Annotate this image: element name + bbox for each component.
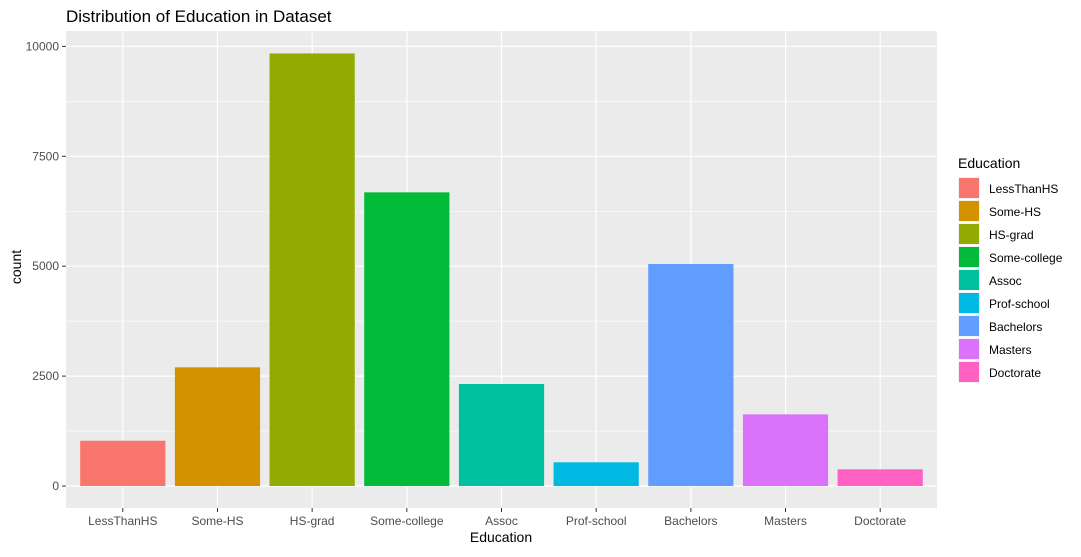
legend-label: HS-grad bbox=[989, 228, 1034, 242]
x-tick-label: Assoc bbox=[485, 514, 518, 528]
bar-some-hs bbox=[174, 367, 261, 487]
x-tick-label: Prof-school bbox=[566, 514, 627, 528]
x-tick-label: Masters bbox=[764, 514, 807, 528]
legend-key-assoc bbox=[959, 270, 979, 290]
legend-items: LessThanHS Some-HS HS-grad Some-college Asso… bbox=[958, 177, 1063, 383]
legend-label: Some-college bbox=[989, 251, 1063, 265]
bar-bachelors bbox=[648, 264, 734, 487]
y-tick-label: 2500 bbox=[32, 369, 59, 383]
bar-assoc bbox=[458, 384, 545, 487]
y-axis-title: count bbox=[8, 250, 24, 284]
x-tick-label: Some-college bbox=[370, 514, 444, 528]
bar-masters bbox=[742, 414, 829, 487]
chart-title: Distribution of Education in Dataset bbox=[66, 7, 332, 26]
x-tick-label: Doctorate bbox=[854, 514, 906, 528]
legend-key-some-college bbox=[959, 247, 979, 267]
x-axis: LessThanHS Some-HS HS-grad Some-college Asso… bbox=[88, 508, 907, 528]
legend-key-some-hs bbox=[959, 201, 979, 221]
bar-lessthanhs bbox=[80, 440, 166, 487]
bar-hs-grad bbox=[269, 53, 355, 487]
bar-prof-school bbox=[553, 462, 639, 487]
legend-label: LessThanHS bbox=[989, 182, 1058, 196]
legend-key-prof-school bbox=[959, 293, 979, 313]
bar-doctorate bbox=[837, 469, 923, 487]
legend-key-doctorate bbox=[959, 362, 979, 382]
x-tick-label: Some-HS bbox=[191, 514, 243, 528]
y-tick-label: 0 bbox=[52, 479, 59, 493]
y-tick-label: 7500 bbox=[32, 149, 59, 163]
x-tick-label: LessThanHS bbox=[88, 514, 157, 528]
legend-key-masters bbox=[959, 339, 979, 359]
legend-key-hs-grad bbox=[959, 224, 979, 244]
legend: Education LessThanHS Some-HS HS-grad Some-c… bbox=[958, 155, 1063, 383]
legend-key-lessthanhs bbox=[959, 178, 979, 198]
legend-label: Doctorate bbox=[989, 366, 1041, 380]
y-tick-label: 5000 bbox=[32, 259, 59, 273]
bars bbox=[80, 53, 923, 487]
legend-label: Masters bbox=[989, 343, 1032, 357]
legend-label: Assoc bbox=[989, 274, 1022, 288]
bar-some-college bbox=[364, 192, 450, 487]
legend-label: Some-HS bbox=[989, 205, 1041, 219]
x-tick-label: HS-grad bbox=[290, 514, 335, 528]
legend-key-bachelors bbox=[959, 316, 979, 336]
x-tick-label: Bachelors bbox=[664, 514, 717, 528]
legend-title: Education bbox=[958, 155, 1020, 171]
y-tick-label: 10000 bbox=[26, 39, 60, 53]
legend-label: Bachelors bbox=[989, 320, 1042, 334]
y-axis: 0 2500 5000 7500 10000 bbox=[26, 39, 66, 493]
legend-label: Prof-school bbox=[989, 297, 1050, 311]
x-axis-title: Education bbox=[470, 529, 532, 545]
